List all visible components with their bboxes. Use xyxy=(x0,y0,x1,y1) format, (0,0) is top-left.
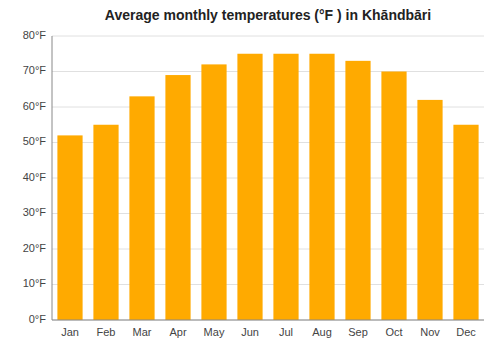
bar xyxy=(309,54,334,320)
y-tick-label: 40°F xyxy=(23,171,47,183)
x-tick-label: Mar xyxy=(133,326,152,338)
y-tick-label: 0°F xyxy=(29,313,47,325)
bars xyxy=(57,54,478,320)
x-tick-label: Jul xyxy=(279,326,293,338)
bar xyxy=(129,96,154,320)
x-tick-label: Sep xyxy=(348,326,368,338)
grid xyxy=(52,36,484,320)
bar xyxy=(453,125,478,320)
y-tick-label: 80°F xyxy=(23,29,47,41)
y-axis: 0°F 10°F 20°F 30°F 40°F 50°F 60°F 70°F 80°F xyxy=(23,29,47,325)
bar xyxy=(57,135,82,320)
bar xyxy=(417,100,442,320)
y-tick-label: 70°F xyxy=(23,64,47,76)
y-tick-label: 10°F xyxy=(23,277,47,289)
x-tick-label: Nov xyxy=(420,326,440,338)
y-tick-label: 20°F xyxy=(23,242,47,254)
chart-container: Average monthly temperatures (°F ) in Kh… xyxy=(0,0,500,350)
x-axis: Jan Feb Mar Apr May Jun Jul Aug Sep Oct Nov Dec xyxy=(61,326,476,338)
x-tick-label: Aug xyxy=(312,326,332,338)
x-axis-line xyxy=(52,320,484,321)
bar xyxy=(381,72,406,321)
y-tick-label: 50°F xyxy=(23,135,47,147)
title: Average monthly temperatures (°F ) in Kh… xyxy=(105,7,431,23)
x-tick-label: Dec xyxy=(456,326,476,338)
x-tick-label: Jan xyxy=(61,326,79,338)
grid-line xyxy=(52,320,484,321)
y-axis-line xyxy=(52,36,53,320)
y-tick-label: 30°F xyxy=(23,206,47,218)
bar xyxy=(345,61,370,320)
bar xyxy=(237,54,262,320)
chart: Average monthly temperatures (°F ) in Kh… xyxy=(0,0,500,350)
bar xyxy=(273,54,298,320)
grid-line xyxy=(52,36,484,37)
x-tick-label: Jun xyxy=(241,326,259,338)
y-tick-label: 60°F xyxy=(23,100,47,112)
bar xyxy=(93,125,118,320)
x-tick-label: May xyxy=(204,326,225,338)
bar xyxy=(201,64,226,320)
x-tick-label: Oct xyxy=(385,326,402,338)
x-tick-label: Apr xyxy=(169,326,186,338)
x-tick-label: Feb xyxy=(97,326,116,338)
bar xyxy=(165,75,190,320)
grid-line xyxy=(52,71,484,72)
